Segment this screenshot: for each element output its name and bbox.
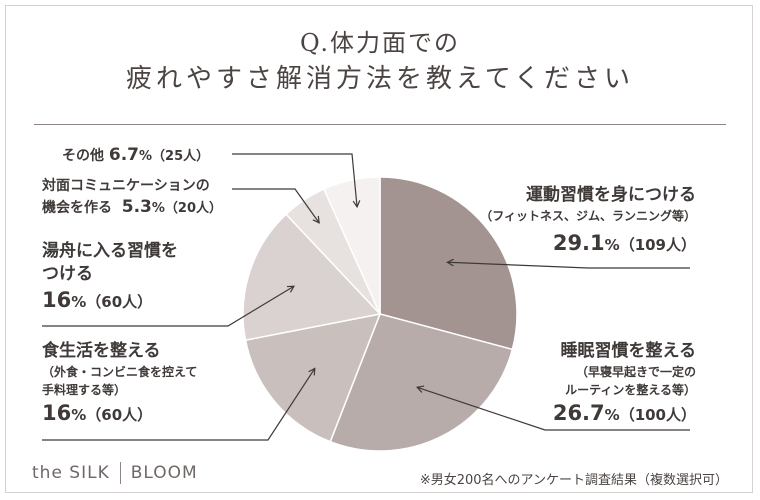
pie-slice-bath [242,213,382,342]
label-exercise-count: （109人） [619,236,696,254]
label-bath-value: 16%（60人） [42,286,178,316]
brand-right: BLOOM [130,463,198,483]
leader-arrow-other [352,200,361,209]
label-exercise-unit: % [604,236,620,254]
leader-arrow-bath [286,285,296,293]
title-line-2: 疲れやすさ解消方法を教えてください [126,64,634,94]
leader-line-sleep [416,386,690,431]
label-bath-count: （60人） [86,293,153,311]
pie-slice-diet [244,313,382,443]
title-divider [34,124,726,125]
label-diet-count: （60人） [86,406,153,424]
label-other: その他 6.7%（25人） [62,144,209,168]
survey-note: ※男女200名へのアンケート調査結果（複数選択可） [419,473,728,488]
label-sleep-sub2: ルーティンを整える等） [565,383,696,397]
label-communication-name1: 対面コミュニケーションの [42,178,210,194]
brand-logo: the SILK BLOOM [32,462,198,484]
label-other-count: （25人） [152,149,210,164]
chart-title: Q.体力面での 疲れやすさ解消方法を教えてください [0,26,760,98]
label-communication-percent: 5.3 [121,197,152,217]
leader-line-exercise [447,261,690,269]
pie-slice-other [322,176,381,315]
label-exercise: 運動習慣を身につける （フィットネス、ジム、ランニング等） 29.1%（109人… [480,184,696,259]
leader-arrow-exercise [446,258,454,267]
label-exercise-sub: （フィットネス、ジム、ランニング等） [480,209,696,223]
label-bath-name1: 湯舟に入る習慣を [42,241,178,261]
label-sleep-sub1: （早寝早起きで一定の [575,365,696,379]
label-sleep-name: 睡眠習慣を整える [560,341,697,361]
label-exercise-value: 29.1%（109人） [480,229,696,259]
label-sleep-percent: 26.7 [552,401,605,425]
label-communication: 対面コミュニケーションの 機会を作る 5.3%（20人） [42,176,222,220]
label-other-percent: 6.7 [108,145,139,165]
label-communication-line2: 機会を作る 5.3%（20人） [42,196,222,220]
label-sleep-value: 26.7%（100人） [553,399,696,429]
brand-separator [119,462,121,484]
label-diet-sub1: （外食・コンビニ食を控えて [42,365,198,379]
pie-slice-sleep [329,313,514,452]
label-other-unit: % [139,149,153,164]
leader-arrow-sleep [415,385,425,393]
leader-line-bath [42,285,295,327]
label-diet-sub2: 手料理する等） [42,383,127,397]
leader-line-diet [42,368,316,441]
label-exercise-name: 運動習慣を身につける [526,185,696,205]
leader-arrow-communication [312,215,320,224]
label-diet-value: 16%（60人） [42,399,197,429]
label-exercise-percent: 29.1 [552,231,605,255]
label-communication-name2: 機会を作る [42,200,112,216]
label-diet-unit: % [71,406,87,424]
leader-line-other [232,153,358,207]
leader-arrow-diet [308,367,316,376]
label-diet-percent: 16 [42,401,72,425]
leader-line-communication [232,188,320,224]
label-sleep-count: （100人） [619,406,696,424]
label-sleep: 睡眠習慣を整える （早寝早起きで一定の ルーティンを整える等） 26.7%（10… [553,340,696,429]
label-bath-name2: つける [42,264,93,284]
label-bath: 湯舟に入る習慣を つける 16%（60人） [42,240,178,316]
label-communication-unit: % [151,201,165,216]
label-communication-count: （20人） [164,201,222,216]
title-line-1: Q.体力面での [299,29,461,57]
label-bath-unit: % [71,293,87,311]
label-sleep-unit: % [604,406,620,424]
brand-left: the SILK [32,463,110,483]
label-diet: 食生活を整える （外食・コンビニ食を控えて 手料理する等） 16%（60人） [42,340,197,429]
label-diet-name: 食生活を整える [42,341,161,361]
label-other-name: その他 [62,148,104,164]
label-bath-percent: 16 [42,288,72,312]
